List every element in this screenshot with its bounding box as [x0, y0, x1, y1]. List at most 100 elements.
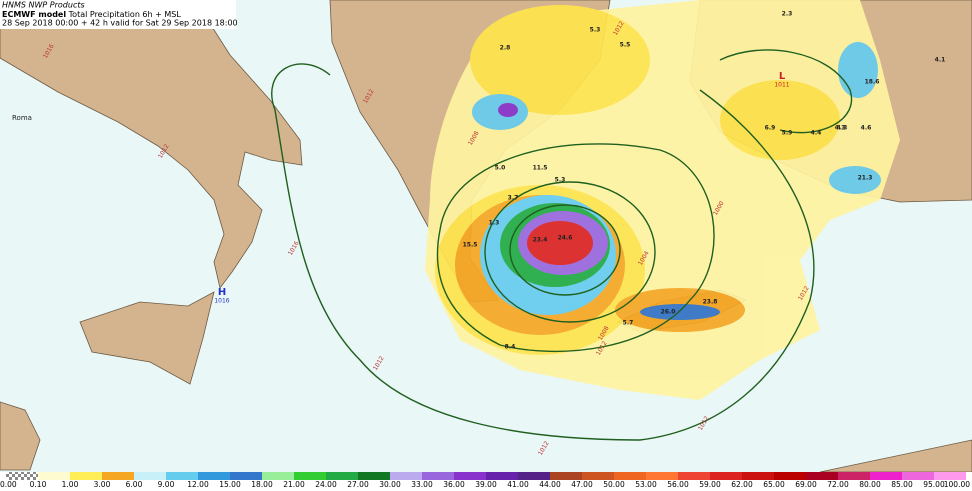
precip-purple — [498, 103, 518, 117]
libya — [0, 401, 41, 471]
colorbar-label: 27.00 — [347, 480, 369, 489]
pressure-symbol: L — [779, 71, 786, 82]
colorbar-label: 50.00 — [603, 480, 625, 489]
colorbar-swatch — [902, 472, 934, 480]
colorbar-swatch — [198, 472, 230, 480]
colorbar-swatch — [518, 472, 550, 480]
colorbar-label: 59.00 — [699, 480, 721, 489]
isobar — [484, 181, 656, 323]
precip-label: 4.3 — [837, 125, 848, 132]
colorbar-label: 47.00 — [571, 480, 593, 489]
pressure-value: 1016 — [214, 298, 229, 305]
precip-yellow — [470, 5, 650, 115]
colorbar-label: 72.00 — [827, 480, 849, 489]
colorbar-swatch — [646, 472, 678, 480]
colorbar-swatch — [230, 472, 262, 480]
colorbar-label: 15.00 — [219, 480, 241, 489]
isobar — [436, 143, 715, 353]
colorbar-swatch — [134, 472, 166, 480]
colorbar: 0.00 0.10 1.00 3.00 6.00 9.00 12.00 15.00 18.00 2… — [0, 472, 970, 489]
precip-label: 2.8 — [500, 45, 511, 52]
precip-label: 18.6 — [865, 79, 880, 86]
precip-cyan — [838, 42, 878, 98]
colorbar-swatch — [6, 472, 38, 480]
colorbar-swatch — [358, 472, 390, 480]
precip-label: 5.7 — [623, 320, 634, 327]
colorbar-swatch — [614, 472, 646, 480]
colorbar-label: 100.00 — [944, 480, 970, 489]
precip-label: 5.0 — [495, 165, 506, 172]
precip-label: 5.9 — [782, 130, 793, 137]
place-label: Roma — [12, 114, 32, 122]
header-box — [0, 0, 236, 29]
colorbar-label: 95.00 — [923, 480, 945, 489]
precip-label: 2.3 — [782, 11, 793, 18]
pressure-value: 1011 — [774, 82, 789, 89]
header-validity: 28 Sep 2018 00:00 + 42 h valid for Sat 2… — [2, 19, 238, 28]
precip-label: 26.0 — [661, 309, 676, 316]
header-source: HNMS NWP Products — [2, 1, 85, 10]
precip-label: 15.5 — [463, 242, 478, 249]
colorbar-label: 3.00 — [94, 480, 111, 489]
colorbar-label: 24.00 — [315, 480, 337, 489]
colorbar-swatch — [454, 472, 486, 480]
precip-label: 5.3 — [590, 27, 601, 34]
colorbar-swatch — [70, 472, 102, 480]
isobar — [509, 204, 621, 296]
colorbar-swatch — [582, 472, 614, 480]
colorbar-label: 36.00 — [443, 480, 465, 489]
precip-label: 5.3 — [555, 177, 566, 184]
colorbar-label: 53.00 — [635, 480, 657, 489]
colorbar-swatch — [870, 472, 902, 480]
precip-label: 4.1 — [935, 57, 946, 64]
precip-label: 4.6 — [861, 125, 872, 132]
colorbar-swatch — [326, 472, 358, 480]
colorbar-label: 18.00 — [251, 480, 273, 489]
colorbar-swatch — [102, 472, 134, 480]
colorbar-label: 0.10 — [30, 480, 47, 489]
colorbar-label: 62.00 — [731, 480, 753, 489]
colorbar-swatch — [390, 472, 422, 480]
colorbar-swatch — [678, 472, 710, 480]
colorbar-label: 44.00 — [539, 480, 561, 489]
colorbar-swatch — [486, 472, 518, 480]
colorbar-swatch — [710, 472, 742, 480]
pressure-symbol: H — [218, 287, 226, 298]
precip-label: 5.5 — [620, 42, 631, 49]
colorbar-label: 56.00 — [667, 480, 689, 489]
header-product: Total Precipitation 6h + MSL — [68, 10, 182, 19]
precip-label: 23.4 — [533, 237, 548, 244]
colorbar-swatch — [934, 472, 966, 480]
precip-label: 4.4 — [811, 130, 822, 137]
colorbar-label: 21.00 — [283, 480, 305, 489]
colorbar-label: 65.00 — [763, 480, 785, 489]
colorbar-label: 6.00 — [126, 480, 143, 489]
colorbar-label: 85.00 — [891, 480, 913, 489]
colorbar-label: 39.00 — [475, 480, 497, 489]
precip-yellow — [720, 80, 840, 160]
header-line: ECMWF model Total Precipitation 6h + MSL — [2, 10, 181, 19]
colorbar-swatch — [774, 472, 806, 480]
colorbar-swatch — [262, 472, 294, 480]
header-model: ECMWF model — [2, 10, 66, 19]
precip-label: 11.5 — [533, 165, 548, 172]
precip-label: 4.3 — [835, 125, 846, 132]
colorbar-label: 1.00 — [62, 480, 79, 489]
precip-label: 3.7 — [508, 195, 519, 202]
precip-blue — [640, 304, 720, 320]
colorbar-swatch — [422, 472, 454, 480]
colorbar-label: 9.00 — [158, 480, 175, 489]
isobar — [719, 49, 853, 134]
precip-label: 24.6 — [558, 235, 573, 242]
precip-cyan — [829, 166, 881, 194]
precip-label: 6.9 — [765, 125, 776, 132]
colorbar-label: 41.00 — [507, 480, 529, 489]
colorbar-swatch — [166, 472, 198, 480]
sicily — [79, 291, 215, 385]
precip-label: 1.3 — [489, 220, 500, 227]
colorbar-swatch — [838, 472, 870, 480]
colorbar-swatch — [550, 472, 582, 480]
colorbar-swatch — [742, 472, 774, 480]
precip-label: 23.8 — [703, 299, 718, 306]
precip-label: 21.3 — [858, 175, 873, 182]
